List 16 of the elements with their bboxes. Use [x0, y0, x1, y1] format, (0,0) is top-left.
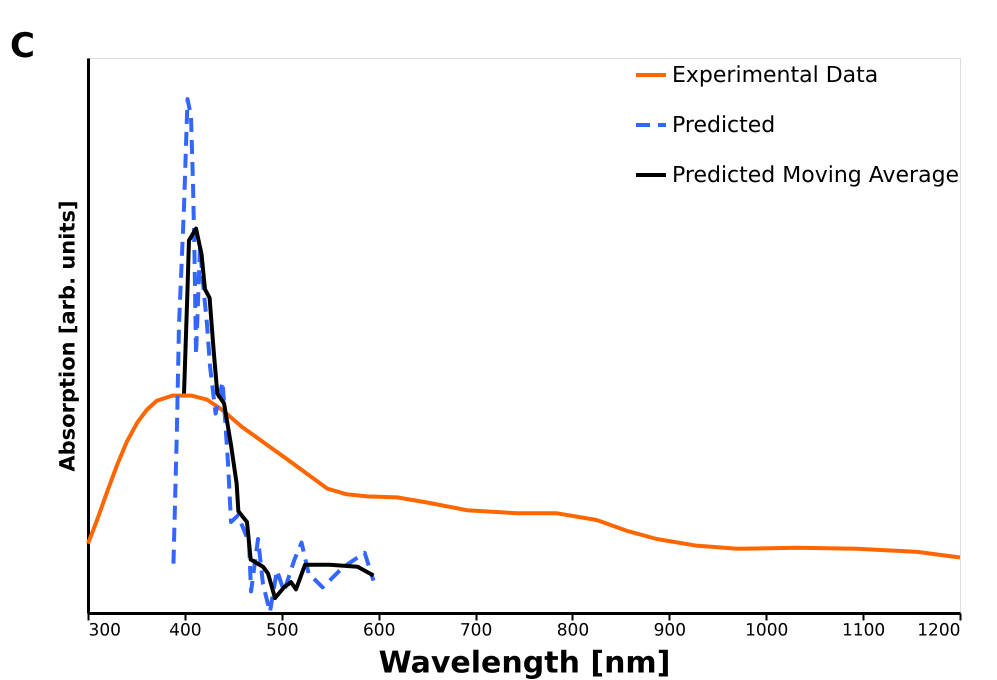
- x-tick-label: 800: [556, 620, 590, 640]
- legend-label: Predicted: [672, 113, 776, 138]
- x-tick-label: 500: [266, 620, 299, 640]
- x-tick-label: 600: [362, 620, 396, 640]
- x-tick-label: 1100: [842, 620, 886, 640]
- x-tick-label: 700: [460, 620, 492, 640]
- x-tick-label: 1000: [745, 620, 788, 640]
- x-tick-label: 400: [169, 620, 202, 640]
- x-tick-label: 300: [88, 620, 121, 640]
- x-axis-title: Wavelength [nm]: [378, 646, 670, 680]
- x-tick-label: 900: [654, 620, 686, 640]
- x-tick-label: 1200: [917, 620, 960, 640]
- text: C: [10, 26, 35, 66]
- y-axis-title: Absorption [arb. units]: [56, 200, 80, 472]
- legend-label: Experimental Data: [672, 63, 878, 88]
- legend-label: Predicted Moving Average: [672, 163, 960, 188]
